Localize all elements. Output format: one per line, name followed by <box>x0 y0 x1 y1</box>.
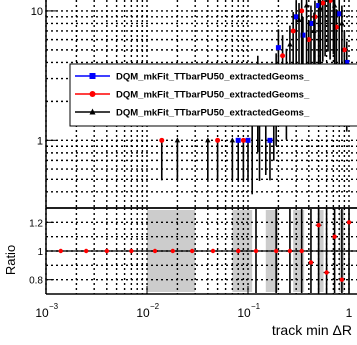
data-point <box>299 8 305 14</box>
data-point <box>300 32 306 38</box>
data-point <box>275 45 281 51</box>
data-point <box>341 47 347 53</box>
x-axis-label: track min ΔR <box>272 322 352 338</box>
data-point <box>280 53 286 59</box>
ratio-x-tick-label: 10 −1 <box>237 302 260 320</box>
ratio-x-tick-label: 1 <box>346 306 353 320</box>
tick-exponent: −3 <box>49 302 59 311</box>
ratio-y-ticks: 1.2 1 0.8 <box>29 218 54 287</box>
data-point <box>316 3 322 9</box>
main-y-tick-label: 10 <box>31 6 43 18</box>
data-point <box>306 37 312 43</box>
tick-base: 1 <box>346 306 353 320</box>
data-point <box>240 137 246 143</box>
ratio-y-tick-label: 1 <box>37 247 43 258</box>
data-point <box>174 137 181 143</box>
ratio-y-tick-label: 1.2 <box>29 218 43 229</box>
ratio-y-tick-label: 0.8 <box>29 276 43 287</box>
data-point <box>290 28 296 34</box>
legend-box <box>69 63 357 127</box>
ratio-data-point <box>339 277 345 282</box>
data-point <box>229 137 236 143</box>
legend-label: DQM_mkFit_TTbarPU50_extractedGeoms_ <box>116 90 310 101</box>
ratio-data-point <box>210 248 216 254</box>
ratio-data-point <box>104 248 110 254</box>
legend-marker <box>89 91 96 97</box>
tick-exponent: −2 <box>150 302 160 311</box>
tick-exponent: −1 <box>251 302 261 311</box>
ratio-data-point <box>332 234 337 239</box>
legend-entry: DQM_mkFit_TTbarPU50_extractedGeoms_ <box>75 90 310 101</box>
data-point <box>303 2 310 8</box>
main-grid <box>45 0 357 208</box>
legend-entry: DQM_mkFit_TTbarPU50_extractedGeoms_ <box>75 72 310 83</box>
ratio-data-point <box>129 248 134 254</box>
data-point <box>215 137 221 143</box>
ratio-data-point <box>83 248 89 254</box>
data-point <box>331 2 338 8</box>
legend: DQM_mkFit_TTbarPU50_extractedGeoms_ DQM_m… <box>69 63 357 127</box>
ratio-x-ticks: 10 −3 10 −2 10 −1 1 <box>35 286 353 320</box>
ratio-panel: 1.210.8 10 −3 10 −2 10 −1 1 <box>29 208 357 320</box>
data-point <box>205 137 211 143</box>
data-point <box>327 0 333 4</box>
ratio-x-tick-label: 10 −3 <box>35 302 58 320</box>
data-point <box>235 137 241 143</box>
tick-base: 10 <box>237 306 251 320</box>
data-point <box>287 41 293 47</box>
ratio-x-tick-label: 10 −2 <box>136 302 159 320</box>
main-y-ticks: 10 1 <box>31 6 56 147</box>
data-point <box>293 14 299 20</box>
ratio-data-point <box>299 248 304 254</box>
ratio-data-point <box>308 260 314 265</box>
legend-label: DQM_mkFit_TTbarPU50_extractedGeoms_ <box>116 108 310 119</box>
ratio-data-point <box>273 248 279 254</box>
ratio-data-point <box>58 248 63 254</box>
ratio-series <box>46 209 357 293</box>
tick-base: 10 <box>35 306 49 320</box>
data-point <box>296 17 302 23</box>
main-frame <box>45 0 357 209</box>
ratio-series-0 <box>57 209 353 293</box>
ratio-data-point <box>324 270 329 275</box>
data-point <box>339 20 345 26</box>
ratio-data-point <box>152 248 158 254</box>
tick-base: 10 <box>136 306 150 320</box>
ratio-data-point <box>170 248 175 254</box>
data-point <box>267 137 273 143</box>
ratio-data-point <box>287 248 293 254</box>
legend-marker <box>89 73 96 79</box>
data-point <box>317 5 324 11</box>
data-point <box>320 0 326 6</box>
ratio-data-point <box>253 248 259 254</box>
main-panel: 101 DQM_mkFit_TTbarPU50_extractedGeoms_D… <box>31 0 357 209</box>
data-point <box>159 137 165 143</box>
data-point <box>344 59 350 65</box>
legend-entry: DQM_mkFit_TTbarPU50_extractedGeoms_ <box>75 108 310 119</box>
ratio-data-point <box>189 248 195 254</box>
data-point <box>311 27 317 33</box>
data-point <box>308 20 314 26</box>
legend-label: DQM_mkFit_TTbarPU50_extractedGeoms_ <box>116 72 310 83</box>
ratio-data-point <box>236 248 241 254</box>
data-point <box>245 137 251 143</box>
main-y-tick-label: 1 <box>37 135 43 147</box>
ratio-data-point <box>316 223 321 228</box>
data-point <box>336 11 342 17</box>
legend-marker <box>89 108 96 115</box>
ratio-y-axis-label: Ratio <box>3 245 18 275</box>
ratio-data-point <box>346 220 352 225</box>
